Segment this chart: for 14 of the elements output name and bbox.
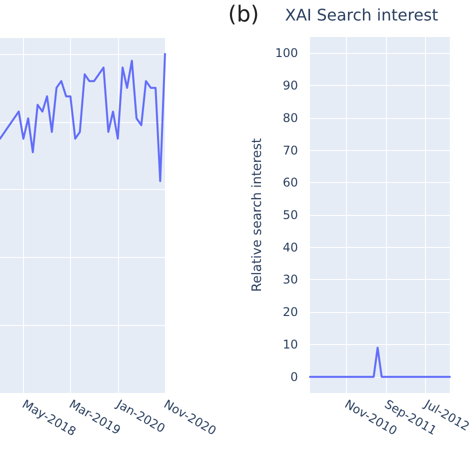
y-tick-label: 90	[282, 78, 298, 93]
y-tick-label: 80	[282, 110, 298, 125]
y-axis-title: Relative search interest	[250, 138, 266, 292]
y-tick-label: 10	[282, 337, 298, 352]
text: (b)	[228, 2, 260, 28]
y-tick-label: 30	[282, 272, 298, 287]
y-tick-label: 40	[282, 240, 298, 254]
y-tick-label: 60	[282, 176, 298, 190]
y-tick-label: 50	[282, 208, 298, 222]
y-tick-label: 70	[282, 143, 298, 158]
y-tick-label: 0	[290, 370, 298, 384]
y-tick-label: 20	[282, 305, 298, 320]
chart-title: XAI Search interest	[285, 6, 438, 24]
y-tick-label: 100	[275, 46, 298, 60]
